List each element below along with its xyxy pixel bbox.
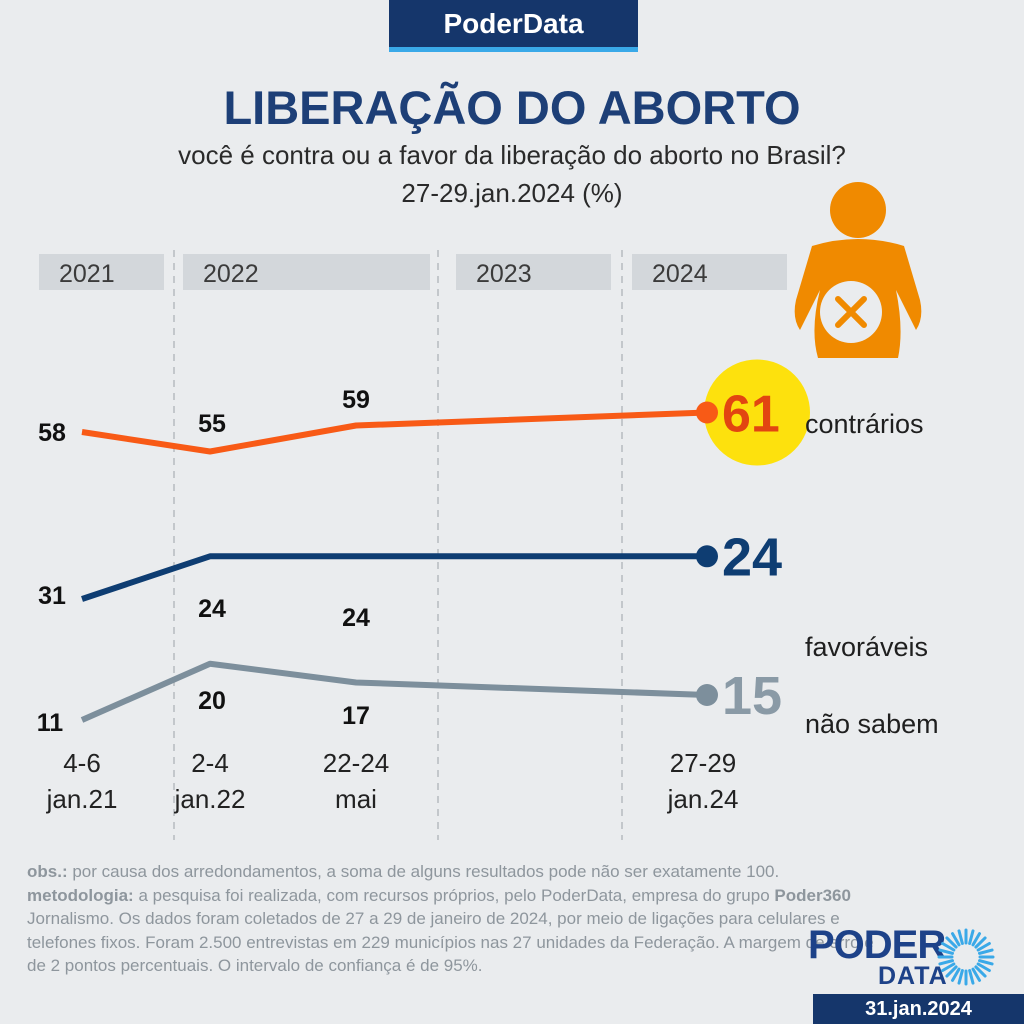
chart-date-line: 27-29.jan.2024 (%) [401,178,622,208]
brand-tab: PoderData [389,0,638,52]
data-label-s1-p2: 55 [198,410,226,438]
year-bands: 2021 2022 2023 2024 [39,254,787,290]
data-label-s2-p3: 24 [342,604,370,632]
date-badge: 31.jan.2024 [813,994,1024,1024]
x-label-4-line-2: jan.24 [667,784,739,814]
data-labels: 58 55 59 61 contrários 31 24 24 24 favoráveis 11 20… [37,386,939,740]
x-label-3-line-2: mai [335,784,377,814]
chart: LIBERAÇÃO DO ABORTO você é contra ou a f… [37,81,939,840]
series-name-1: contrários [805,409,924,439]
series-name-2: favoráveis [805,632,928,662]
highlight-layer [704,359,810,466]
x-label-1-line-2: jan.21 [46,784,118,814]
series-name-3: não sabem [805,709,939,739]
poder360-label: Poder360 [774,885,851,905]
data-label-s1-p3: 59 [342,386,370,414]
sunburst-ray-12 [938,959,954,966]
sunburst-ray-14 [938,948,954,955]
sunburst-ray-16 [945,936,958,949]
poderdata-logo: PODER DATA [808,925,1003,995]
sunburst-ray-23 [976,942,991,952]
data-label-s3-p3: 17 [342,702,370,730]
year-band-2022 [183,254,430,290]
obs-text: por causa dos arredondamentos, a soma de… [67,862,780,881]
pregnant-woman-crossed-icon [794,182,922,358]
sunburst-ray-3 [976,962,991,972]
sunburst-ray-4 [974,965,987,978]
series-line-3 [80,660,708,723]
x-label-1-line-1: 4-6 [63,748,101,778]
sunburst-ray-8 [957,969,964,985]
x-label-4-line-1: 27-29 [670,748,737,778]
data-label-s2-p1: 31 [38,582,66,610]
metodologia-label: metodologia: [27,885,134,905]
sunburst-ray-10 [945,965,958,978]
metodologia-text-1: a pesquisa foi realizada, com recursos p… [133,885,775,905]
methodology-notes: obs.: por causa dos arredondamentos, a s… [27,860,887,978]
sunburst-ray-9 [951,967,961,982]
sunburst-ray-6 [968,969,975,985]
year-label-2022: 2022 [203,260,259,288]
series-line-2 [81,553,707,602]
year-dividers [173,250,623,840]
series-end-marker-3 [696,684,718,706]
sunburst-ray-24 [978,948,994,955]
x-axis-labels: 4-6 jan.21 2-4 jan.22 22-24 mai 27-29 jan.24 [46,748,739,814]
data-label-s1-p1: 58 [38,419,66,447]
year-label-2021: 2021 [59,260,115,288]
year-band-2024 [632,254,787,290]
obs-label: obs.: [27,862,68,881]
chart-subtitle: você é contra ou a favor da liberação do… [178,140,846,170]
data-label-s3-latest: 15 [722,666,782,726]
sunburst-icon [937,928,995,986]
chart-title: LIBERAÇÃO DO ABORTO [223,81,800,134]
x-label-2-line-2: jan.22 [174,784,246,814]
logo-word-poder: PODER [808,923,946,967]
data-label-s1-latest: 61 [722,386,780,444]
sunburst-ray-21 [971,932,981,947]
sunburst-ray-17 [951,932,961,947]
series-lines [80,401,718,723]
series-line-1 [81,409,708,455]
sunburst-ray-11 [941,962,956,972]
series-end-marker-1 [696,401,718,424]
x-label-2-line-1: 2-4 [191,748,229,778]
highlight-circle-1 [704,359,810,466]
sunburst-ray-18 [957,929,964,945]
sunburst-ray-2 [978,959,994,966]
logo-word-data: DATA [878,962,948,990]
sunburst-ray-15 [941,942,956,952]
data-label-s3-p1: 11 [37,709,64,737]
sunburst-ray-20 [968,929,975,945]
data-label-s2-latest: 24 [722,527,782,587]
metodologia-text-2: Jornalismo. Os dados foram coletados de … [27,909,874,975]
sunburst-ray-22 [974,936,987,949]
year-band-2023 [456,254,611,290]
sunburst-ray-5 [971,967,981,982]
year-band-2021 [39,254,164,290]
data-label-s2-p2: 24 [198,595,226,623]
year-label-2023: 2023 [476,260,532,288]
data-label-s3-p2: 20 [198,687,226,715]
year-label-2024: 2024 [652,260,708,288]
series-end-marker-2 [696,545,718,568]
x-label-3-line-1: 22-24 [323,748,390,778]
